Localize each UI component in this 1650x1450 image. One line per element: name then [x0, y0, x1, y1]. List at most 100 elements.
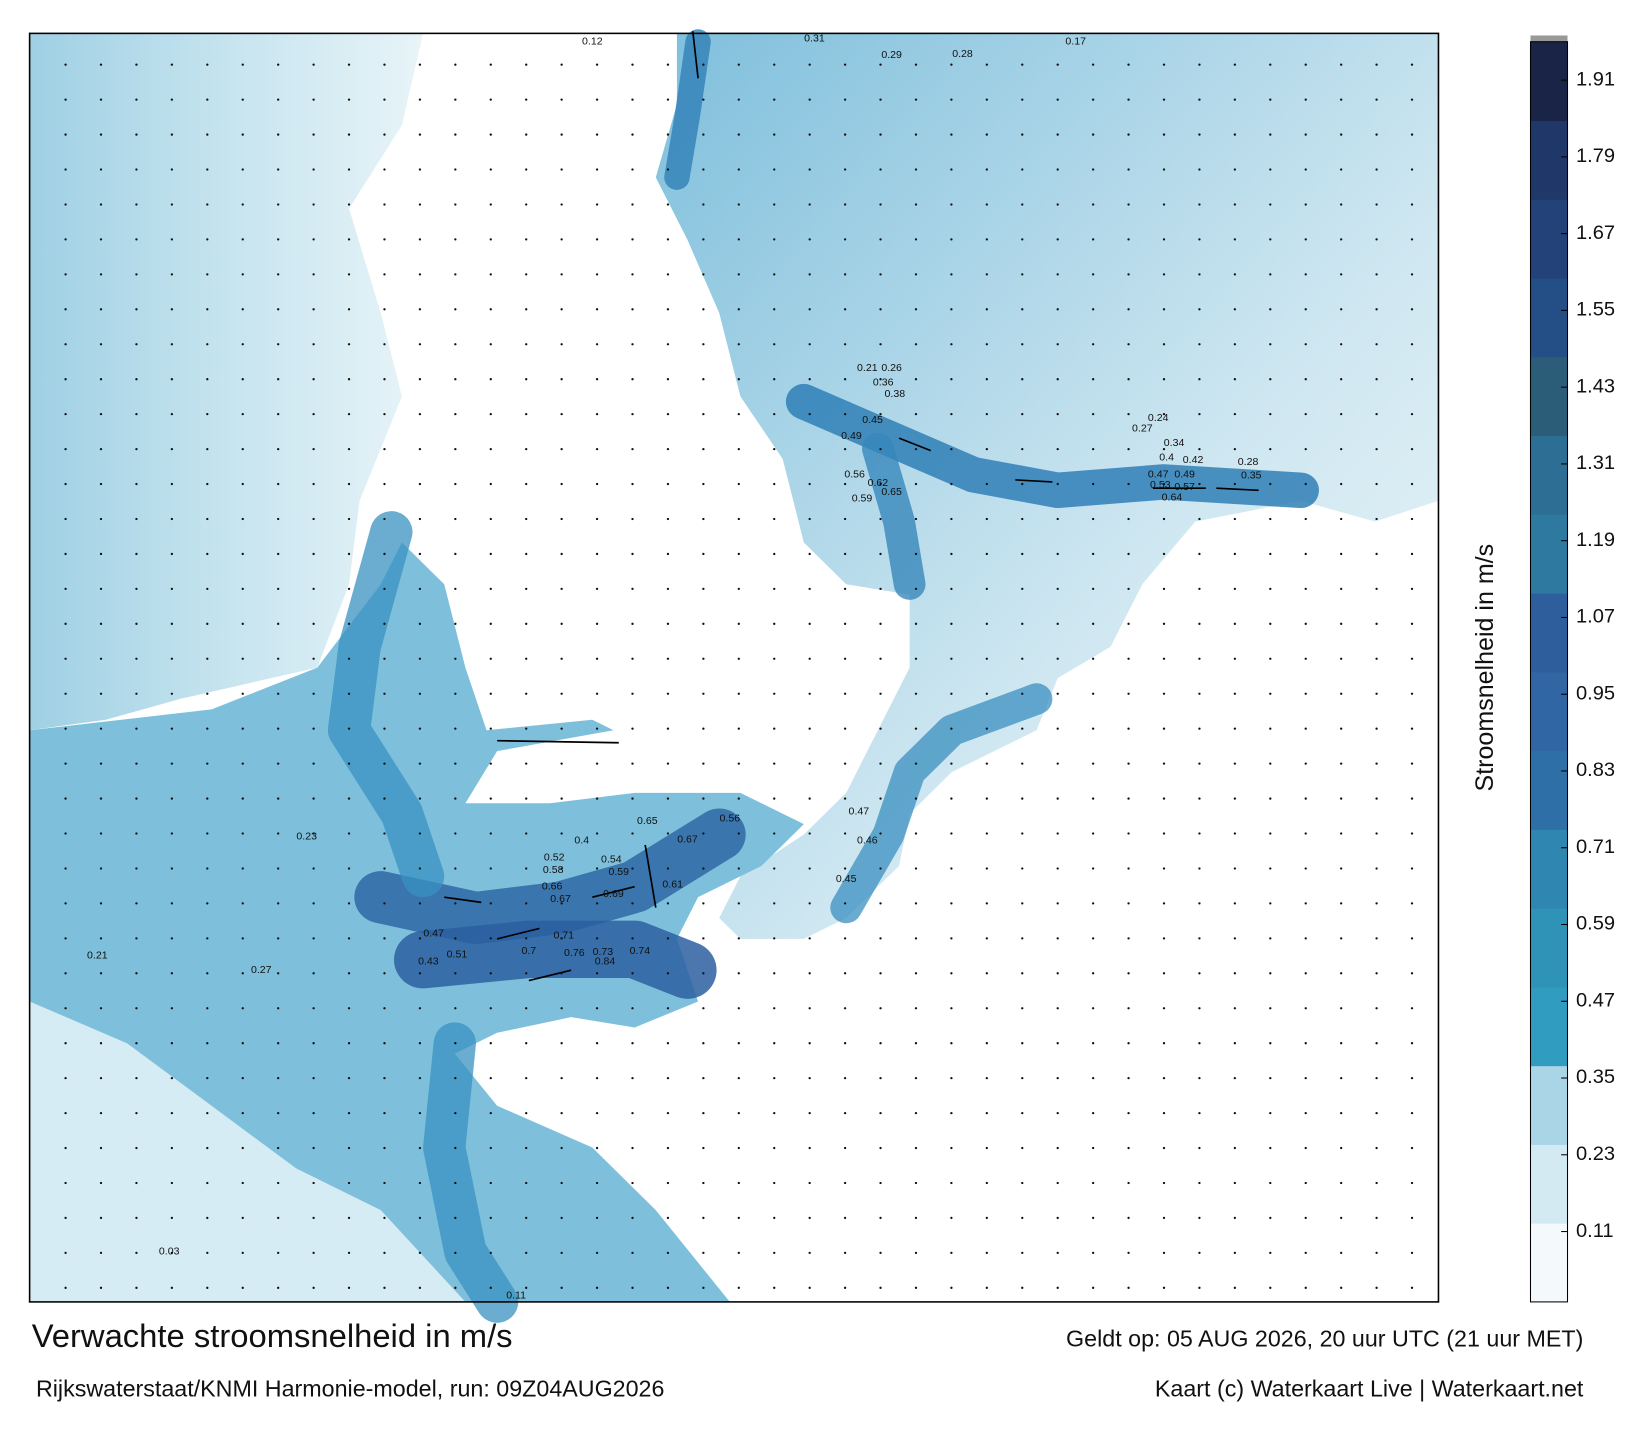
grid-dot: [170, 517, 174, 521]
grid-dot: [1127, 1286, 1130, 1289]
grid-dot: [241, 1181, 244, 1185]
grid-dot: [1198, 1216, 1201, 1220]
grid-dot: [277, 1251, 280, 1255]
grid-dot: [312, 832, 315, 835]
grid-dot: [1091, 1007, 1095, 1010]
grid-dot: [1269, 133, 1272, 136]
colorbar-label: Stroomsnelheid in m/s: [1471, 544, 1499, 792]
grid-dot: [206, 517, 209, 521]
grid-dot: [1304, 552, 1307, 556]
grid-dot: [1198, 622, 1201, 625]
grid-dot: [489, 1181, 492, 1185]
grid-dot: [843, 692, 847, 695]
grid-dot: [1410, 482, 1414, 486]
grid-dot: [808, 1146, 811, 1150]
grid-dot: [950, 343, 953, 346]
grid-dot: [135, 972, 138, 975]
grid-dot: [454, 203, 457, 206]
grid-dot: [1410, 447, 1414, 451]
grid-dot: [1410, 1216, 1414, 1220]
grid-dot: [1056, 1042, 1059, 1045]
grid-dot: [737, 657, 740, 660]
speed-label: 0.67: [677, 834, 698, 846]
grid-dot: [1375, 413, 1378, 416]
grid-dot: [560, 447, 563, 451]
grid-dot: [277, 273, 280, 276]
grid-dot: [1162, 447, 1166, 451]
grid-dot: [1127, 622, 1130, 625]
grid-dot: [1304, 203, 1307, 206]
grid-dot: [1375, 203, 1378, 206]
grid-dot: [560, 587, 563, 591]
grid-dot: [489, 867, 492, 870]
grid-dot: [347, 762, 351, 765]
grid-dot: [99, 63, 103, 66]
grid-dot: [64, 308, 67, 311]
grid-dot: [1269, 1111, 1272, 1115]
grid-dot: [418, 1076, 422, 1080]
grid-dot: [985, 867, 988, 870]
grid-dot: [135, 413, 138, 416]
grid-dot: [595, 98, 599, 101]
grid-dot: [525, 972, 528, 975]
grid-dot: [1375, 343, 1378, 346]
colorbar-band: [1530, 908, 1568, 988]
grid-dot: [489, 937, 492, 940]
grid-dot: [560, 378, 563, 381]
grid-dot: [808, 1216, 811, 1220]
grid-dot: [560, 1251, 563, 1255]
grid-dot: [1021, 238, 1024, 241]
grid-dot: [879, 622, 882, 625]
grid-dot: [595, 1111, 599, 1115]
title: Verwachte stroomsnelheid in m/s: [32, 1318, 513, 1354]
grid-dot: [525, 832, 528, 835]
grid-dot: [560, 98, 563, 101]
grid-dot: [1162, 1286, 1166, 1289]
grid-dot: [985, 797, 988, 800]
grid-dot: [1198, 972, 1201, 975]
grid-dot: [1340, 1251, 1343, 1255]
grid-dot: [595, 413, 599, 416]
colorbar-tick-label: 1.19: [1576, 529, 1615, 551]
grid-dot: [879, 692, 882, 695]
grid-dot: [1269, 378, 1272, 381]
grid-dot: [312, 1286, 315, 1289]
grid-dot: [1091, 1146, 1095, 1150]
grid-dot: [737, 552, 740, 556]
grid-dot: [1162, 63, 1166, 66]
grid-dot: [808, 1251, 811, 1255]
grid-dot: [241, 622, 244, 625]
grid-dot: [1021, 482, 1024, 486]
grid-dot: [135, 1076, 138, 1080]
grid-dot: [64, 1146, 67, 1150]
grid-dot: [241, 797, 244, 800]
grid-dot: [1340, 413, 1343, 416]
grid-dot: [312, 517, 315, 521]
grid-dot: [879, 1007, 882, 1010]
speed-label: 0.7: [521, 945, 536, 957]
grid-dot: [525, 273, 528, 276]
grid-dot: [1021, 168, 1024, 171]
grid-dot: [277, 867, 280, 870]
grid-dot: [843, 482, 847, 486]
grid-dot: [454, 343, 457, 346]
grid-dot: [525, 1216, 528, 1220]
grid-dot: [277, 1286, 280, 1289]
grid-dot: [560, 273, 563, 276]
grid-dot: [595, 482, 599, 486]
grid-dot: [1162, 203, 1166, 206]
grid-dot: [241, 343, 244, 346]
grid-dot: [1198, 1286, 1201, 1289]
grid-dot: [489, 447, 492, 451]
grid-dot: [383, 413, 386, 416]
grid-dot: [1269, 343, 1272, 346]
grid-dot: [808, 238, 811, 241]
grid-dot: [1198, 1146, 1201, 1150]
grid-dot: [595, 587, 599, 591]
grid-dot: [843, 867, 847, 870]
grid-dot: [879, 378, 882, 381]
grid-dot: [1269, 238, 1272, 241]
grid-dot: [1233, 972, 1237, 975]
grid-dot: [241, 587, 244, 591]
speed-label: 0.45: [862, 414, 883, 426]
